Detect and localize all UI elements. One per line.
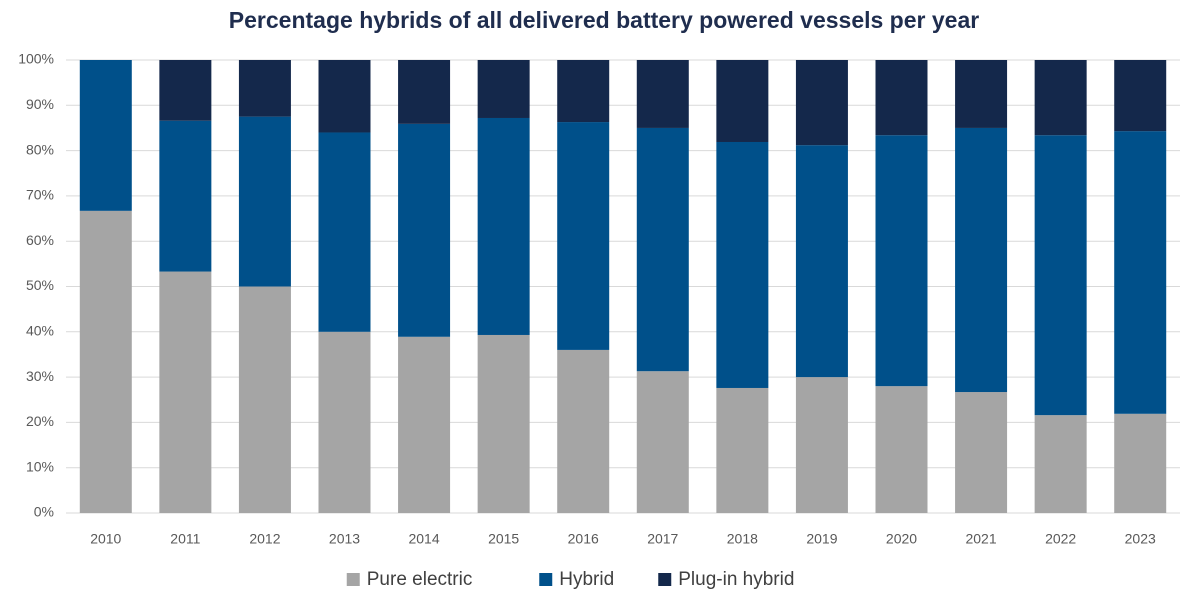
bar-segment <box>716 60 769 142</box>
bar-segment <box>159 120 212 272</box>
bar-segment <box>318 331 371 513</box>
legend-label: Plug-in hybrid <box>678 569 794 590</box>
x-tick-label: 2022 <box>1045 531 1076 547</box>
y-tick-label: 90% <box>26 96 54 112</box>
bar-segment <box>955 392 1008 513</box>
bar-segment <box>557 349 610 513</box>
x-tick-label: 2021 <box>965 531 996 547</box>
y-tick-label: 60% <box>26 232 54 248</box>
bar-segment <box>557 122 610 350</box>
bar-segment <box>636 371 689 513</box>
bar-segment <box>875 386 928 513</box>
bar-segment <box>875 135 928 387</box>
bar-segment <box>477 60 530 118</box>
bar-segment <box>1034 415 1087 513</box>
bar-segment <box>159 60 212 121</box>
y-tick-label: 80% <box>26 141 54 157</box>
bar-segment <box>238 286 291 513</box>
x-tick-label: 2017 <box>647 531 678 547</box>
bar-segment <box>1114 413 1167 513</box>
bar-segment <box>1114 60 1167 132</box>
bar-segment <box>79 60 132 211</box>
x-tick-label: 2013 <box>329 531 360 547</box>
y-tick-label: 100% <box>18 51 54 67</box>
bar-segment <box>795 377 848 513</box>
chart-title: Percentage hybrids of all delivered batt… <box>229 7 979 33</box>
legend-swatch <box>539 573 553 586</box>
bar-segment <box>795 145 848 378</box>
y-tick-label: 30% <box>26 368 54 384</box>
bar-segment <box>716 387 769 513</box>
bar-segment <box>955 60 1008 128</box>
bar-segment <box>636 127 689 372</box>
x-tick-label: 2023 <box>1125 531 1156 547</box>
y-tick-label: 20% <box>26 413 54 429</box>
x-tick-label: 2011 <box>170 531 200 547</box>
bar-segment <box>159 271 212 513</box>
legend-swatch <box>658 573 672 586</box>
x-tick-label: 2014 <box>408 531 439 547</box>
bar-segment <box>636 60 689 128</box>
bar-segment <box>795 60 848 146</box>
y-tick-label: 40% <box>26 323 54 339</box>
y-tick-label: 50% <box>26 277 54 293</box>
bar-segment <box>238 116 291 287</box>
bar-segment <box>1034 60 1087 136</box>
legend-label: Pure electric <box>367 569 473 590</box>
bar-segment <box>875 60 928 136</box>
bar-segment <box>477 117 530 335</box>
legend-swatch <box>346 573 360 586</box>
x-tick-label: 2018 <box>727 531 758 547</box>
bar-segment <box>318 132 371 332</box>
x-tick-label: 2010 <box>90 531 121 547</box>
bar-segment <box>398 336 451 513</box>
y-tick-label: 70% <box>26 187 54 203</box>
bar-segment <box>398 60 451 124</box>
bar-segment <box>398 123 451 337</box>
bar-segment <box>238 60 291 117</box>
legend-label: Hybrid <box>559 569 614 590</box>
x-tick-label: 2015 <box>488 531 519 547</box>
bar-segment <box>716 141 769 388</box>
bar-segment <box>79 210 132 513</box>
x-tick-label: 2016 <box>568 531 599 547</box>
x-tick-label: 2012 <box>249 531 280 547</box>
y-tick-label: 0% <box>34 504 54 520</box>
x-tick-label: 2020 <box>886 531 917 547</box>
bar-segment <box>1114 131 1167 414</box>
bar-segment <box>477 334 530 513</box>
bar-segment <box>1034 135 1087 416</box>
y-tick-label: 10% <box>26 458 54 474</box>
bar-segment <box>955 127 1008 393</box>
x-tick-label: 2019 <box>806 531 837 547</box>
bar-segment <box>557 60 610 123</box>
bar-segment <box>318 60 371 133</box>
